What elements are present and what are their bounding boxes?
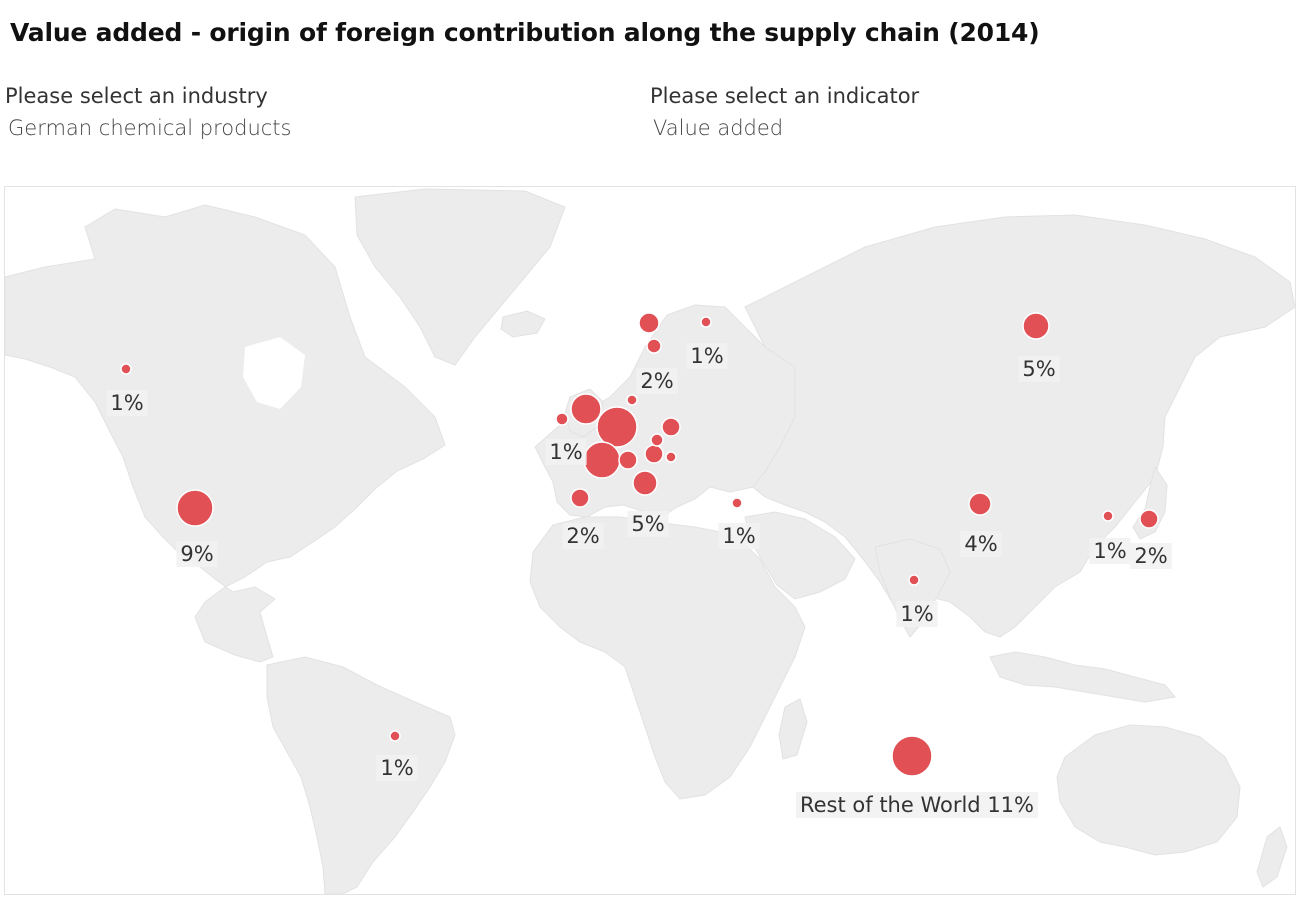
bubble-brazil[interactable] — [389, 730, 401, 742]
arabia-shape — [744, 511, 856, 600]
bubble-label-bg-japan — [1130, 543, 1172, 569]
bubble-label-bg-rest-of-world — [795, 792, 1039, 818]
bubble-france[interactable] — [583, 441, 621, 479]
bubble-label-rest-of-world: Rest of the World 11% — [800, 793, 1034, 817]
contribution-labels: 1% 9% 1% 1% 2% 5% 2% 1% 1% 5% 4% 1% 2% 1% Rest of the … — [106, 343, 1172, 818]
bubble-denmark[interactable] — [626, 394, 638, 406]
australia-shape — [1056, 724, 1241, 856]
bubble-sweden[interactable] — [646, 338, 662, 354]
bubble-rest-of-world[interactable] — [891, 735, 933, 777]
bubble-uk[interactable] — [570, 393, 602, 425]
bubble-canada[interactable] — [120, 363, 132, 375]
bubble-benelux[interactable] — [596, 406, 638, 448]
south-america-shape — [266, 656, 456, 894]
bubble-label-india: 1% — [900, 602, 933, 626]
bubble-poland[interactable] — [661, 417, 681, 437]
bubble-spain[interactable] — [570, 488, 590, 508]
bubble-label-finland: 1% — [690, 344, 723, 368]
bubble-label-brazil: 1% — [380, 756, 413, 780]
bubble-czech[interactable] — [650, 433, 664, 447]
bubble-label-sweden: 2% — [640, 369, 673, 393]
bubble-label-russia: 5% — [1022, 357, 1055, 381]
bubble-hungary[interactable] — [665, 451, 677, 463]
bubble-korea[interactable] — [1102, 510, 1114, 522]
bubble-ireland[interactable] — [555, 412, 569, 426]
bubble-russia[interactable] — [1022, 312, 1050, 340]
bubble-label-korea: 1% — [1093, 539, 1126, 563]
dashboard-title: Value added - origin of foreign contribu… — [10, 18, 1040, 47]
bubble-label-italy: 5% — [631, 512, 664, 536]
bubble-label-bg-russia — [1018, 356, 1060, 382]
bubble-turkey[interactable] — [731, 497, 743, 509]
iceland-shape — [500, 310, 546, 338]
bubble-switzerland[interactable] — [618, 450, 638, 470]
industry-selector[interactable]: Please select an industry German chemica… — [5, 84, 291, 140]
contribution-bubbles[interactable] — [120, 312, 1159, 777]
bubble-label-usa: 9% — [180, 542, 213, 566]
bubble-label-china: 4% — [964, 532, 997, 556]
bubble-label-bg-usa — [176, 541, 218, 567]
asia-shape — [744, 214, 1295, 638]
bubble-usa[interactable] — [176, 489, 214, 527]
new-zealand-shape — [1256, 826, 1288, 888]
bubble-norway[interactable] — [638, 312, 660, 334]
industry-selector-label: Please select an industry — [5, 84, 268, 108]
indonesia-shape — [989, 651, 1176, 703]
bubble-label-bg-brazil — [376, 755, 418, 781]
bubble-italy[interactable] — [632, 470, 658, 496]
hudson-bay-shape — [243, 337, 305, 409]
bubble-label-bg-turkey — [718, 523, 760, 549]
greenland-shape — [354, 188, 566, 366]
bubble-label-turkey: 1% — [722, 524, 755, 548]
indicator-selector-value[interactable]: Value added — [653, 116, 784, 140]
world-map-svg[interactable]: 1% 9% 1% 1% 2% 5% 2% 1% 1% 5% 4% 1% 2% 1% Rest of the … — [5, 187, 1295, 894]
bubble-label-bg-canada — [106, 390, 148, 416]
north-america-shape — [5, 204, 446, 663]
bubble-label-bg-finland — [686, 343, 728, 369]
bubble-label-bg-sweden — [636, 368, 678, 394]
bubble-china[interactable] — [968, 492, 992, 516]
indicator-selector[interactable]: Please select an indicator Value added — [650, 84, 919, 140]
industry-selector-value[interactable]: German chemical products — [8, 116, 292, 140]
bubble-label-bg-india — [896, 601, 938, 627]
madagascar-shape — [778, 698, 808, 760]
bubble-label-japan: 2% — [1134, 544, 1167, 568]
indicator-selector-label: Please select an indicator — [650, 84, 920, 108]
bubble-label-bg-korea — [1089, 538, 1131, 564]
bubble-label-bg-china — [960, 531, 1002, 557]
world-map[interactable]: 1% 9% 1% 1% 2% 5% 2% 1% 1% 5% 4% 1% 2% 1% Rest of the … — [4, 186, 1296, 895]
bubble-austria[interactable] — [644, 444, 664, 464]
bubble-label-spain: 2% — [566, 524, 599, 548]
bubble-label-bg-spain — [562, 523, 604, 549]
bubble-japan[interactable] — [1139, 509, 1159, 529]
bubble-label-ireland: 1% — [549, 440, 582, 464]
bubble-finland[interactable] — [700, 316, 712, 328]
bubble-label-canada: 1% — [110, 391, 143, 415]
bubble-label-bg-italy — [627, 511, 669, 537]
bubble-india[interactable] — [908, 574, 920, 586]
bubble-label-bg-ireland — [545, 439, 587, 465]
